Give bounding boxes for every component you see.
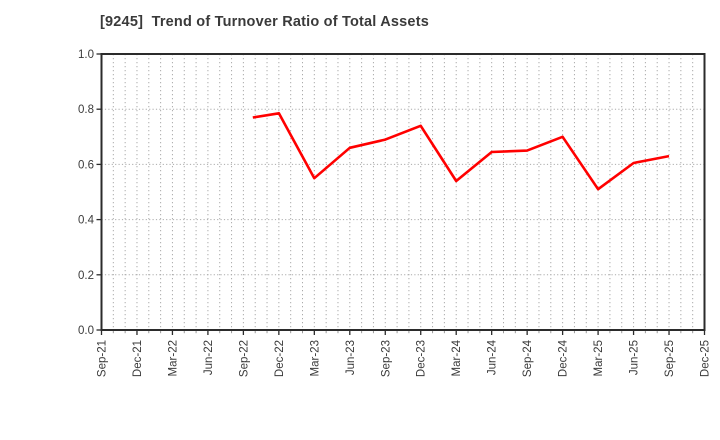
x-tick-label: Jun-23 (345, 340, 357, 375)
x-tick-label: Dec-21 (132, 340, 144, 377)
x-tick-label: Jun-22 (203, 340, 215, 375)
y-tick-label: 0.2 (78, 270, 94, 282)
x-tick-label: Jun-25 (629, 340, 641, 375)
x-tick-label: Mar-22 (167, 340, 179, 376)
chart-title: [9245] Trend of Turnover Ratio of Total … (100, 14, 429, 30)
y-tick-label: 1.0 (78, 49, 94, 61)
x-tick-label: Sep-22 (238, 340, 250, 377)
x-tick-label: Dec-23 (416, 340, 428, 377)
y-tick-label: 0.4 (78, 215, 95, 227)
y-tick-label: 0.8 (78, 104, 94, 116)
x-tick-label: Dec-24 (558, 339, 570, 377)
x-tick-label: Mar-24 (451, 339, 463, 376)
x-tick-label: Sep-21 (97, 340, 109, 377)
x-tick-label: Sep-23 (380, 340, 392, 377)
x-tick-label: Mar-23 (309, 340, 321, 376)
x-tick-label: Dec-22 (274, 340, 286, 377)
x-tick-label: Sep-24 (522, 339, 534, 377)
plot-border (100, 53, 706, 331)
y-tick-label: 0.0 (78, 325, 94, 337)
y-tick-label: 0.6 (78, 159, 94, 171)
x-tick-label: Jun-24 (487, 339, 499, 375)
x-tick-label: Dec-25 (700, 340, 712, 377)
series-line (252, 112, 670, 191)
x-tick-label: Mar-25 (593, 340, 605, 376)
x-tick-label: Sep-25 (664, 340, 676, 377)
